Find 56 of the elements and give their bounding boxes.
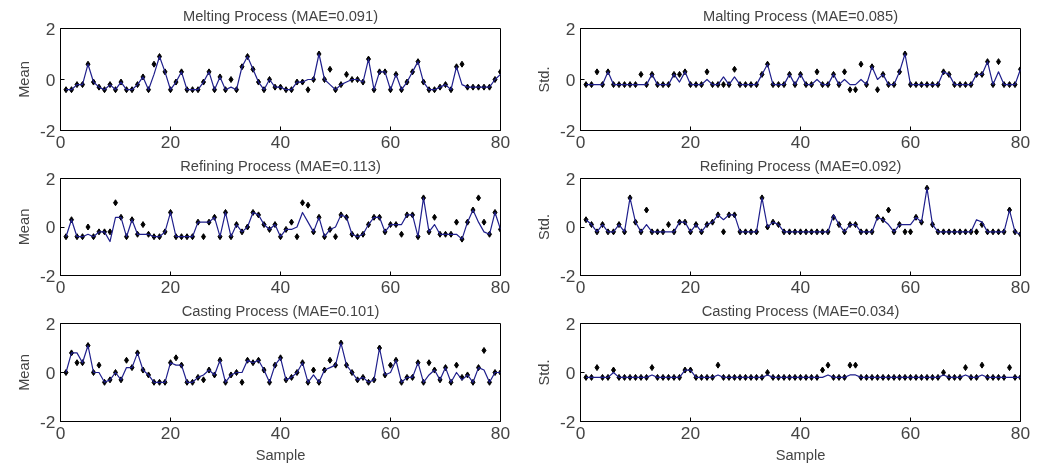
x-tick-label: 40 <box>790 276 811 297</box>
y-tick-label: 0 <box>565 69 576 90</box>
x-tick-label: 80 <box>1010 131 1031 152</box>
x-tick-label: 80 <box>490 276 511 297</box>
y-tick-label: 0 <box>45 217 56 237</box>
x-tick-label: 20 <box>680 131 701 152</box>
y-tick-label: 2 <box>45 168 56 189</box>
chart-title: Refining Process (MAE=0.092) <box>699 157 902 174</box>
x-tick-label: 20 <box>160 276 181 297</box>
x-tick-label: 40 <box>270 131 291 152</box>
x-tick-label: 60 <box>380 422 401 443</box>
y-axis-title: Std. <box>536 359 553 386</box>
x-axis-title: Sample <box>255 446 306 463</box>
y-tick-label: 2 <box>565 313 576 334</box>
chart-title: Refining Process (MAE=0.113) <box>180 157 381 174</box>
x-tick-label: 40 <box>790 422 811 443</box>
y-tick-label: 2 <box>565 18 576 39</box>
y-axis-title: Mean <box>16 208 33 246</box>
y-tick-label: -2 <box>560 411 576 432</box>
x-tick-label: 60 <box>900 276 921 297</box>
y-tick-label: -2 <box>560 265 576 286</box>
y-tick-label: 2 <box>45 18 56 39</box>
x-tick-label: 20 <box>680 276 701 297</box>
x-tick-label: 40 <box>270 422 291 443</box>
y-axis-title: Mean <box>16 354 33 391</box>
x-tick-label: 80 <box>490 422 511 443</box>
y-tick-label: 2 <box>45 313 56 334</box>
x-tick-label: 60 <box>900 422 921 443</box>
x-tick-label: 80 <box>490 131 511 152</box>
y-tick-label: -2 <box>40 411 56 432</box>
x-tick-label: 20 <box>680 422 701 443</box>
y-axis-title: Mean <box>16 61 33 98</box>
y-tick-label: -2 <box>40 120 56 141</box>
y-tick-label: 0 <box>45 69 56 90</box>
x-tick-label: 60 <box>900 131 921 152</box>
x-tick-label: 80 <box>1010 422 1031 443</box>
y-tick-label: -2 <box>560 120 576 141</box>
y-tick-label: 0 <box>45 362 56 383</box>
x-tick-label: 60 <box>380 131 401 152</box>
y-tick-label: 2 <box>565 168 576 189</box>
y-tick-label: 0 <box>565 217 576 237</box>
x-tick-label: 40 <box>790 131 811 152</box>
x-tick-label: 60 <box>380 276 401 297</box>
x-tick-label: 80 <box>1010 276 1031 297</box>
chart-title: Malting Process (MAE=0.085) <box>702 7 899 24</box>
y-axis-title: Std. <box>536 213 553 241</box>
x-tick-label: 20 <box>160 422 181 443</box>
x-axis-title: Sample <box>775 446 826 463</box>
x-tick-label: 20 <box>160 131 181 152</box>
x-tick-label: 40 <box>270 276 291 297</box>
y-axis-title: Std. <box>536 66 553 93</box>
chart-title: Casting Process (MAE=0.034) <box>701 302 900 319</box>
chart-title: Casting Process (MAE=0.101) <box>181 302 380 319</box>
y-tick-label: -2 <box>40 265 56 286</box>
y-tick-label: 0 <box>565 362 576 383</box>
chart-title: Melting Process (MAE=0.091) <box>182 7 379 24</box>
